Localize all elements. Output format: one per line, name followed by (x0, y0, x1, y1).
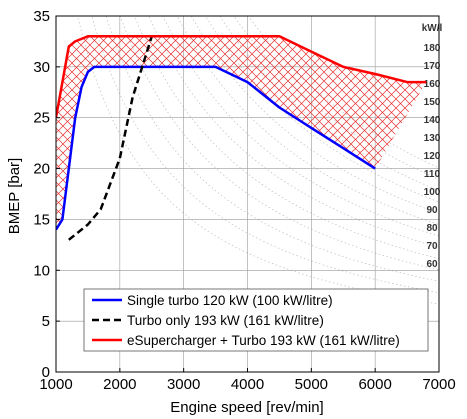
kw-label-140: 140 (424, 115, 441, 126)
x-tick-label: 3000 (167, 376, 200, 393)
y-tick-label: 30 (33, 59, 50, 76)
kw-label-100: 100 (424, 187, 441, 198)
x-tick-label: 4000 (231, 376, 264, 393)
x-tick-label: 6000 (358, 376, 391, 393)
legend: Single turbo 120 kW (100 kW/litre) Turbo… (83, 288, 429, 352)
kw-label-180: 180 (424, 43, 441, 54)
legend-label-turbo-only: Turbo only 193 kW (161 kW/litre) (127, 313, 324, 328)
y-tick-label: 0 (42, 364, 50, 381)
kw-label-160: 160 (424, 79, 441, 90)
kw-label-110: 110 (424, 169, 441, 180)
series-lines (56, 35, 427, 241)
kw-label-80: 80 (426, 223, 438, 234)
series-line-0 (56, 65, 376, 231)
kw-label-120: 120 (424, 151, 441, 162)
axis-ticks: 1000 2000 3000 4000 5000 6000 7000 0 5 10 15 20 25 30… (33, 8, 455, 393)
y-tick-label: 5 (42, 313, 50, 330)
kw-label-150: 150 (424, 97, 441, 108)
y-tick-label: 15 (33, 211, 50, 228)
x-tick-label: 1000 (39, 376, 72, 393)
y-axis-title: BMEP [bar] (6, 158, 23, 234)
hatch-fill (56, 36, 427, 230)
x-tick-label: 5000 (295, 376, 328, 393)
kw-label-90: 90 (426, 205, 438, 216)
series-line-1 (68, 35, 153, 241)
kw-label-130: 130 (424, 133, 441, 144)
kw-label-170: 170 (424, 61, 441, 72)
y-tick-label: 35 (33, 8, 50, 25)
kw-per-litre-labels: kW/l 180 170 160 150 140 130 120 110 100 90 80 70 60 (422, 23, 443, 270)
kw-label-70: 70 (426, 241, 438, 252)
legend-box (83, 288, 429, 352)
y-tick-label: 25 (33, 110, 50, 127)
kw-label-60: 60 (426, 259, 438, 270)
y-tick-label: 10 (33, 262, 50, 279)
legend-label-single-turbo: Single turbo 120 kW (100 kW/litre) (127, 293, 333, 308)
hatched-region (56, 36, 427, 230)
series-line-2 (56, 35, 427, 118)
kw-unit-label: kW/l (422, 23, 443, 34)
x-tick-label: 7000 (422, 376, 455, 393)
x-axis-title: Engine speed [rev/min] (170, 399, 323, 416)
y-tick-label: 20 (33, 161, 50, 178)
x-tick-label: 2000 (103, 376, 136, 393)
legend-label-esupercharger: eSupercharger + Turbo 193 kW (161 kW/lit… (127, 333, 400, 348)
